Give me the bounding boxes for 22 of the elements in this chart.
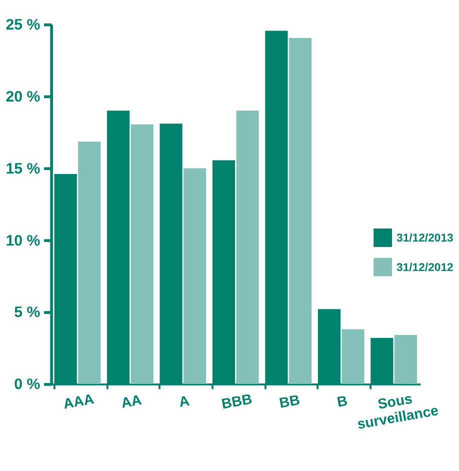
legend-label: 31/12/2013 [396, 232, 454, 245]
x-tick-label: AA [120, 392, 143, 412]
y-tick-label: 20 % [6, 88, 41, 106]
x-tick-label: B [336, 393, 349, 411]
y-tick-label: 15 % [6, 160, 41, 178]
x-tick-label: Sous surveillance [356, 391, 440, 433]
bar [236, 110, 259, 384]
y-tick-label: 10 % [6, 232, 41, 250]
x-tick-label: BB [278, 392, 302, 412]
bar [184, 168, 206, 384]
bar [130, 124, 154, 384]
y-tick-label: 5 % [14, 304, 41, 322]
x-tick-label: A [178, 393, 191, 411]
bar [78, 142, 101, 384]
bar [394, 335, 418, 384]
y-tick-label: 25 % [6, 16, 41, 34]
legend-label: 31/12/2012 [396, 262, 454, 274]
bar [288, 38, 312, 384]
bar [342, 329, 364, 384]
y-tick-label: 0 % [14, 376, 41, 394]
x-tick-label: AAA [62, 392, 96, 413]
x-tick-label: BBB [220, 392, 254, 413]
